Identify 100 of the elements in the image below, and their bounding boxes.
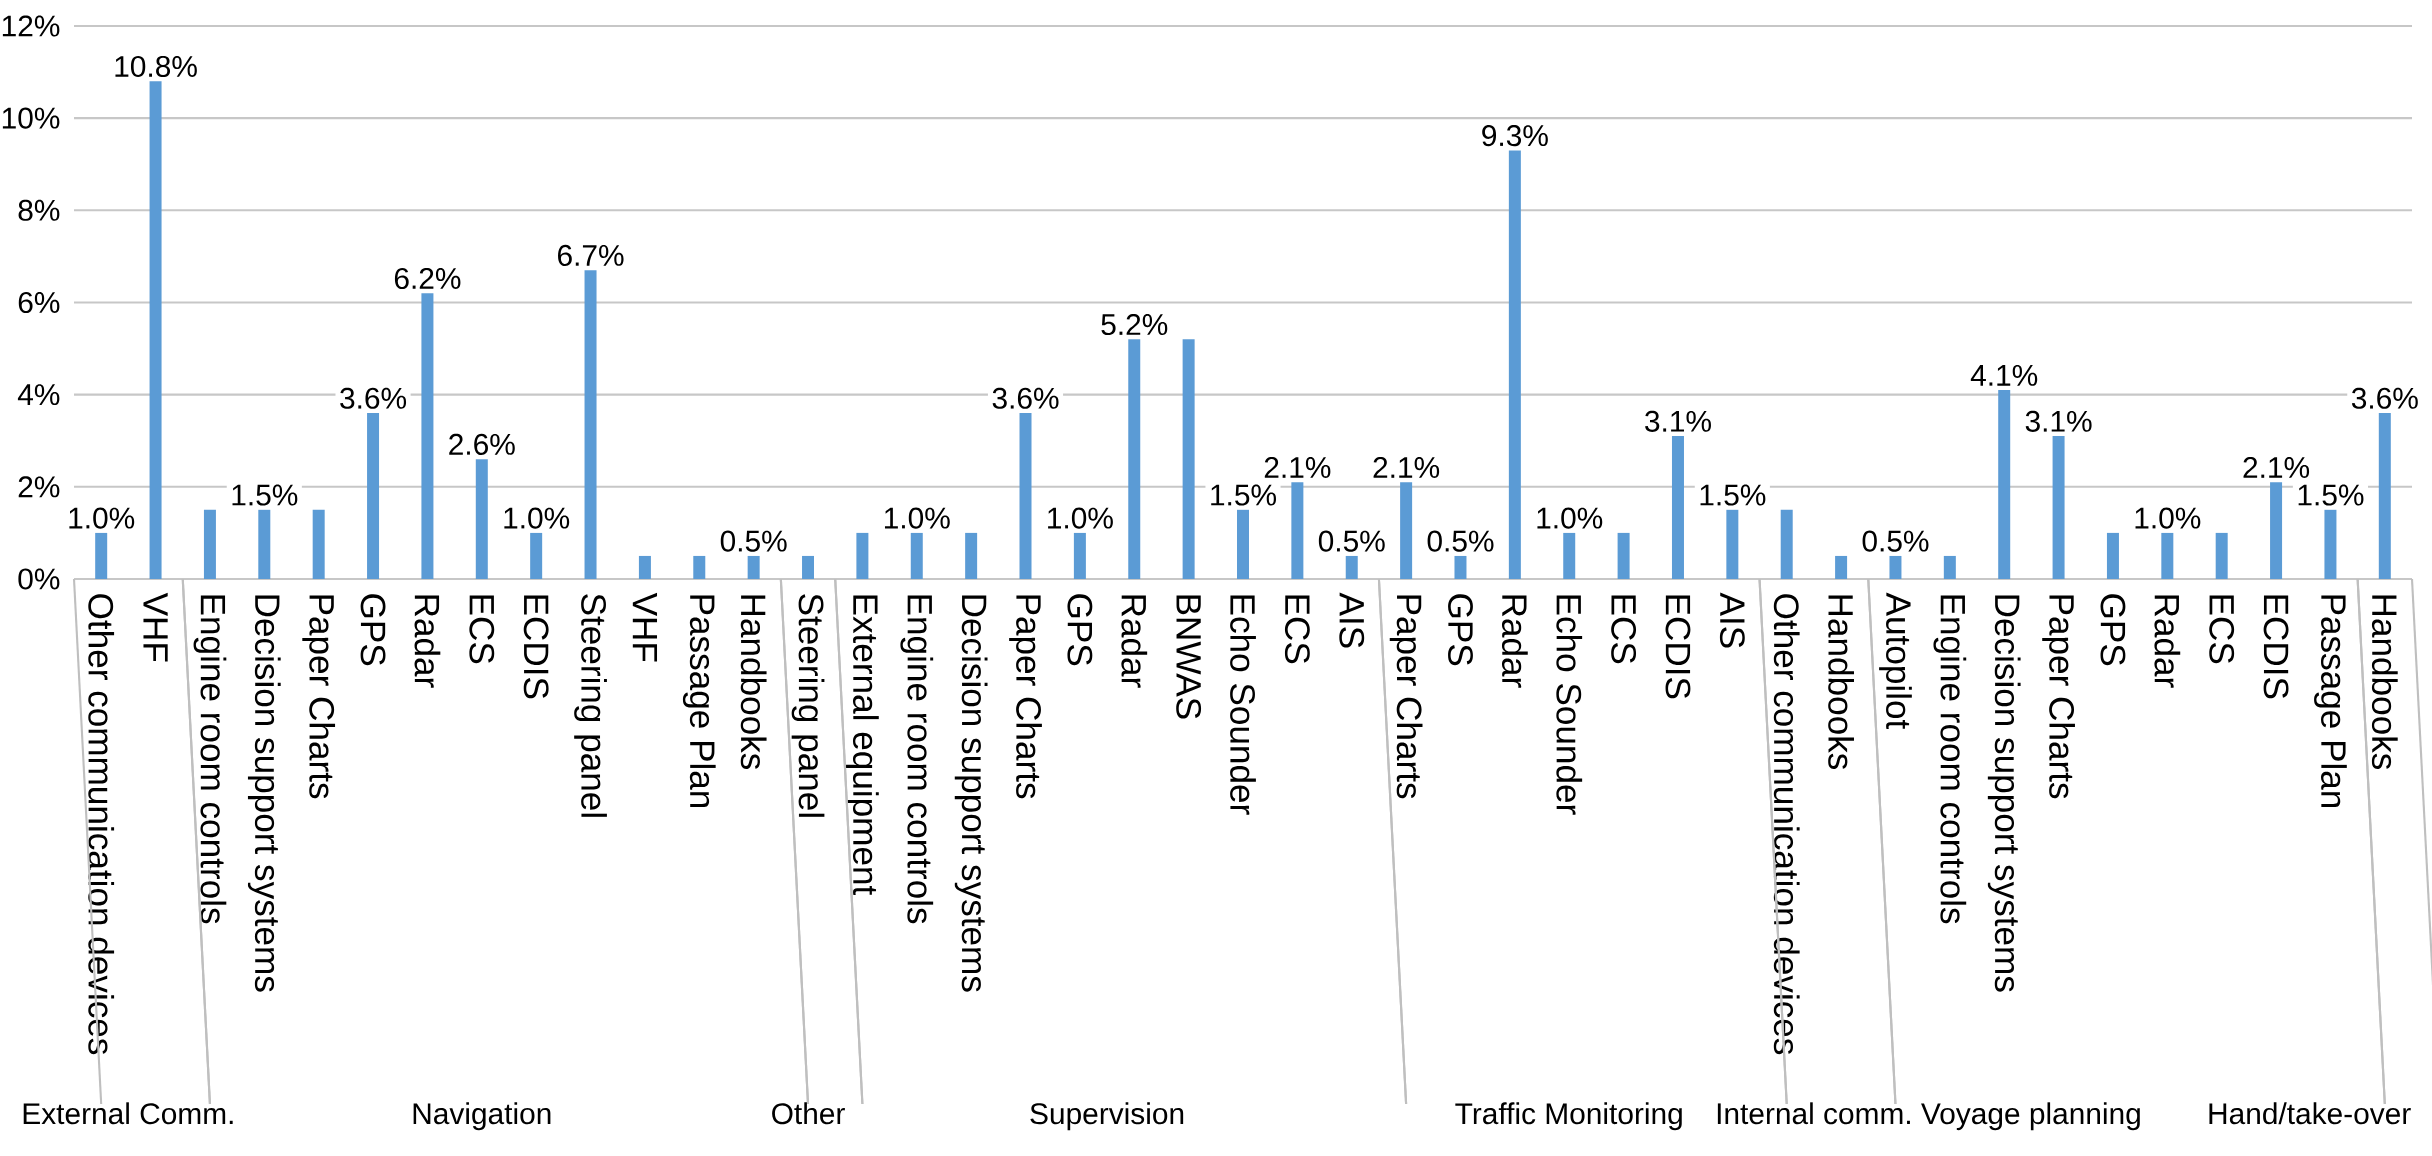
- data-label: 1.0%: [2135, 507, 2201, 529]
- bar: [312, 509, 325, 579]
- data-label: 3.6%: [992, 387, 1059, 409]
- bar: [95, 532, 108, 579]
- bar: [1073, 532, 1086, 579]
- data-label: 0.5%: [1427, 530, 1494, 552]
- bar: [258, 509, 271, 579]
- bar: [638, 555, 651, 579]
- data-label: 2.1%: [2243, 456, 2310, 478]
- x-tick-label: Decision support systems: [954, 595, 988, 992]
- data-label: 0.5%: [1862, 530, 1929, 552]
- text: External Comm.: [23, 1102, 233, 1125]
- bar: [2052, 436, 2065, 579]
- x-tick-label: ECDIS: [2263, 595, 2289, 699]
- data-label: 2.1%: [1264, 456, 1331, 478]
- x-tick-label: GPS: [360, 594, 386, 666]
- bar: [149, 81, 162, 579]
- bar: [1889, 555, 1902, 579]
- bar: [1237, 509, 1249, 579]
- y-tick-label: 2%: [18, 476, 60, 498]
- x-tick-label: Passage Plan: [682, 595, 716, 808]
- x-tick-label: BNWAS: [1176, 595, 1202, 719]
- x-tick-label: Echo Sounder: [1230, 595, 1256, 815]
- bar: [2215, 532, 2228, 579]
- x-tick-label: ECS: [2209, 595, 2235, 664]
- data-label: 2.1%: [1373, 456, 1440, 478]
- bar: [856, 532, 869, 579]
- data-label: 1.5%: [2298, 484, 2364, 506]
- data-label: 1.0%: [884, 507, 950, 529]
- y-tick-label: 10%: [2, 107, 60, 129]
- x-tick-label: Paper Charts: [1009, 595, 1042, 799]
- x-tick-label: Handbooks: [1828, 595, 1854, 770]
- x-tick-label: Paper Charts: [2042, 595, 2075, 799]
- bar: [1454, 555, 1467, 579]
- y-tick-label: 8%: [18, 199, 60, 221]
- x-tick-label: External equipment: [846, 595, 879, 896]
- x-tick-label: VHF: [632, 592, 658, 662]
- bar: [1671, 436, 1684, 579]
- x-tick-label: GPS: [1067, 594, 1093, 666]
- bar: [747, 555, 760, 579]
- text: Supervision: [1030, 1102, 1184, 1131]
- data-label: 3.6%: [2351, 387, 2418, 409]
- bar: [1617, 532, 1630, 579]
- bar: [1400, 482, 1413, 579]
- x-tick-label: Engine room controls: [1933, 595, 1967, 924]
- x-tick-label: Paper Charts: [1389, 595, 1423, 799]
- bar: [421, 293, 434, 579]
- bar: [693, 555, 706, 579]
- x-tick-label: Radar: [2154, 595, 2181, 688]
- data-label: 9.3%: [1482, 125, 1548, 147]
- data-label: 6.7%: [558, 244, 624, 266]
- bar: [1291, 482, 1304, 579]
- data-label: 5.2%: [1101, 314, 1168, 336]
- data-label: 1.0%: [504, 507, 570, 529]
- x-tick-label: Engine room controls: [193, 595, 227, 924]
- x-tick-label: ECS: [1611, 595, 1637, 664]
- x-tick-label: Steering panel: [791, 594, 825, 817]
- bar: [965, 532, 978, 579]
- data-label: 3.1%: [2025, 410, 2092, 432]
- text: Traffic Monitoring: [1455, 1102, 1682, 1131]
- data-label: 0.5%: [1318, 530, 1385, 552]
- text: Voyage planning: [1921, 1102, 2140, 1131]
- x-tick-label: AIS: [1339, 592, 1365, 648]
- text: Navigation: [413, 1102, 551, 1131]
- bar: [1182, 339, 1195, 579]
- data-label: 6.2%: [394, 267, 461, 290]
- bar: [1508, 150, 1521, 579]
- x-tick-label: Steering panel: [574, 594, 607, 817]
- x-tick-label: GPS: [1448, 594, 1473, 666]
- x-tick-label: Radar: [414, 595, 441, 688]
- y-tick-label: 12%: [2, 15, 60, 37]
- data-label: 1.0%: [69, 507, 135, 529]
- x-tick-label: Radar: [1121, 595, 1148, 688]
- x-tick-label: Decision support systems: [1987, 595, 2021, 992]
- bar: [1726, 509, 1739, 579]
- bar: [1780, 509, 1793, 579]
- bar: [2324, 509, 2337, 579]
- bar: [2270, 482, 2283, 579]
- x-tick-label: Autopilot: [1879, 592, 1912, 730]
- data-label: 1.5%: [232, 484, 298, 506]
- bar: [802, 555, 815, 579]
- bar: [203, 509, 216, 579]
- x-tick-label: Handbooks: [740, 595, 767, 770]
- bar: [1943, 555, 1956, 579]
- bar: [2106, 532, 2119, 579]
- x-tick-label: AIS: [1719, 592, 1745, 648]
- y-tick-label: 4%: [17, 384, 60, 406]
- bar: [2161, 532, 2174, 579]
- x-tick-label: ECS: [1284, 595, 1310, 664]
- y-tick-label: 0%: [18, 568, 60, 590]
- data-label: 3.1%: [1645, 410, 1711, 432]
- x-tick-label: Decision support systems: [247, 595, 281, 992]
- bar: [1019, 413, 1032, 579]
- x-tick-label: Engine room controls: [900, 595, 934, 924]
- x-tick-label: Radar: [1501, 595, 1528, 688]
- bar: [1998, 390, 2011, 579]
- bar: [910, 532, 923, 579]
- data-label: 4.1%: [1970, 364, 2038, 386]
- bar: [1563, 532, 1576, 579]
- y-tick-label: 6%: [18, 291, 60, 314]
